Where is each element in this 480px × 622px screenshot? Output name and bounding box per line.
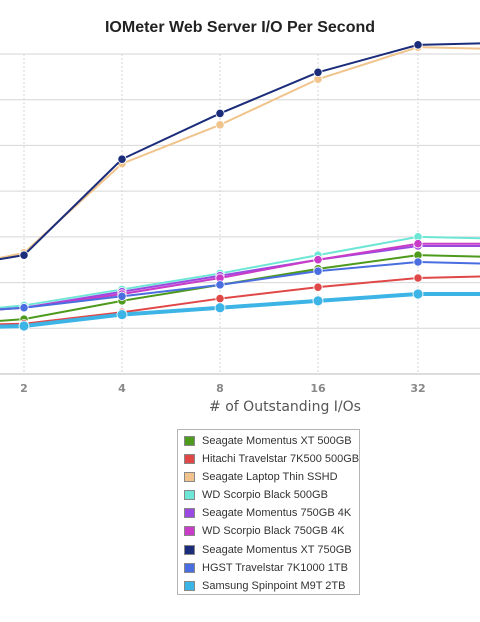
data-point	[215, 108, 225, 119]
data-point	[313, 282, 323, 292]
legend-swatch	[184, 580, 195, 591]
data-point	[214, 302, 226, 314]
legend-item: Hitachi Travelstar 7K500 500GB	[178, 450, 359, 468]
data-point	[117, 154, 127, 164]
data-point	[215, 280, 225, 290]
legend-label: WD Scorpio Black 750GB 4K	[202, 525, 345, 538]
data-point	[215, 293, 225, 304]
series-8	[0, 288, 480, 332]
x-tick-label: 16	[310, 382, 326, 395]
x-tick-label: 4	[118, 382, 126, 395]
data-point	[413, 239, 423, 249]
legend-swatch	[184, 454, 195, 465]
data-point	[412, 288, 424, 300]
legend-swatch	[184, 490, 195, 501]
legend-swatch	[184, 472, 195, 483]
chart-plot: 1248163264	[0, 40, 480, 395]
x-tick-labels: 1248163264	[20, 382, 425, 395]
data-point	[117, 291, 127, 301]
legend-item: WD Scorpio Black 750GB 4K	[178, 522, 359, 540]
legend-item: Seagate Momentus XT 750GB	[178, 541, 359, 559]
data-point	[413, 257, 423, 267]
legend-swatch	[184, 544, 195, 555]
legend-item: HGST Travelstar 7K1000 1TB	[178, 559, 359, 577]
series-line	[0, 254, 480, 322]
legend-swatch	[184, 526, 195, 537]
data-point	[312, 295, 324, 307]
chart-title: IOMeter Web Server I/O Per Second	[104, 19, 376, 36]
series-7	[0, 257, 480, 313]
data-point	[215, 120, 225, 130]
legend-label: Seagate Momentus XT 750GB	[202, 543, 352, 556]
data-point	[313, 255, 323, 265]
data-point	[413, 40, 423, 50]
x-tick-label: 32	[410, 382, 425, 395]
legend: Seagate Momentus XT 500GB Hitachi Travels…	[177, 429, 360, 595]
series-6	[0, 40, 480, 261]
legend-item: Samsung Spinpoint M9T 2TB	[178, 577, 359, 595]
legend-item: Seagate Laptop Thin SSHD	[178, 468, 359, 486]
legend-label: WD Scorpio Black 500GB	[202, 489, 328, 502]
series-layer	[0, 40, 480, 332]
data-point	[413, 273, 423, 283]
legend-label: Hitachi Travelstar 7K500 500GB	[202, 453, 360, 466]
series-5	[0, 239, 480, 313]
data-point	[18, 320, 30, 332]
legend-label: HGST Travelstar 7K1000 1TB	[202, 561, 348, 574]
legend-item: Seagate Momentus XT 500GB	[178, 432, 359, 450]
legend-label: Seagate Momentus 750GB 4K	[202, 507, 352, 520]
legend-swatch	[184, 508, 195, 519]
data-point	[19, 250, 29, 260]
data-point	[313, 67, 323, 77]
legend-item: WD Scorpio Black 500GB	[178, 486, 359, 504]
legend-swatch	[184, 562, 195, 573]
legend-swatch	[184, 436, 195, 446]
x-tick-label: 2	[20, 382, 28, 395]
data-point	[19, 303, 29, 313]
x-tick-label: 8	[216, 382, 224, 395]
legend-label: Samsung Spinpoint M9T 2TB	[202, 579, 346, 592]
legend-label: Seagate Momentus XT 500GB	[202, 435, 352, 447]
grid-lines	[0, 53, 480, 375]
data-point	[116, 309, 128, 320]
x-axis-label: # of Outstanding I/Os	[209, 399, 361, 415]
legend-label: Seagate Laptop Thin SSHD	[202, 471, 338, 484]
data-point	[313, 266, 323, 276]
legend-item: Seagate Momentus 750GB 4K	[178, 504, 359, 522]
